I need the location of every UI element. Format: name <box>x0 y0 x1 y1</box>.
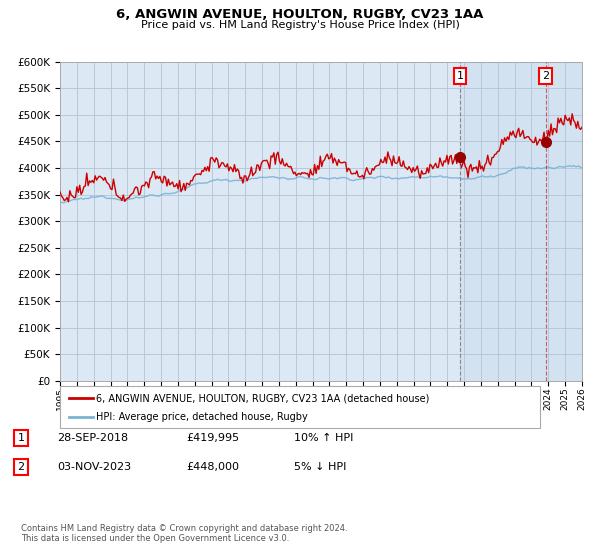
Text: £419,995: £419,995 <box>186 433 239 443</box>
Text: £448,000: £448,000 <box>186 462 239 472</box>
Text: 1: 1 <box>457 71 463 81</box>
Text: 5% ↓ HPI: 5% ↓ HPI <box>294 462 346 472</box>
Text: 10% ↑ HPI: 10% ↑ HPI <box>294 433 353 443</box>
Text: 1: 1 <box>17 433 25 443</box>
Text: HPI: Average price, detached house, Rugby: HPI: Average price, detached house, Rugb… <box>96 412 308 422</box>
Text: 6, ANGWIN AVENUE, HOULTON, RUGBY, CV23 1AA: 6, ANGWIN AVENUE, HOULTON, RUGBY, CV23 1… <box>116 8 484 21</box>
Text: Contains HM Land Registry data © Crown copyright and database right 2024.: Contains HM Land Registry data © Crown c… <box>21 524 347 533</box>
Text: 03-NOV-2023: 03-NOV-2023 <box>57 462 131 472</box>
Text: Price paid vs. HM Land Registry's House Price Index (HPI): Price paid vs. HM Land Registry's House … <box>140 20 460 30</box>
Text: This data is licensed under the Open Government Licence v3.0.: This data is licensed under the Open Gov… <box>21 534 289 543</box>
Text: 6, ANGWIN AVENUE, HOULTON, RUGBY, CV23 1AA (detached house): 6, ANGWIN AVENUE, HOULTON, RUGBY, CV23 1… <box>96 393 430 403</box>
Text: 2: 2 <box>17 462 25 472</box>
Text: 28-SEP-2018: 28-SEP-2018 <box>57 433 128 443</box>
Bar <box>460 62 582 381</box>
Text: 2: 2 <box>542 71 549 81</box>
